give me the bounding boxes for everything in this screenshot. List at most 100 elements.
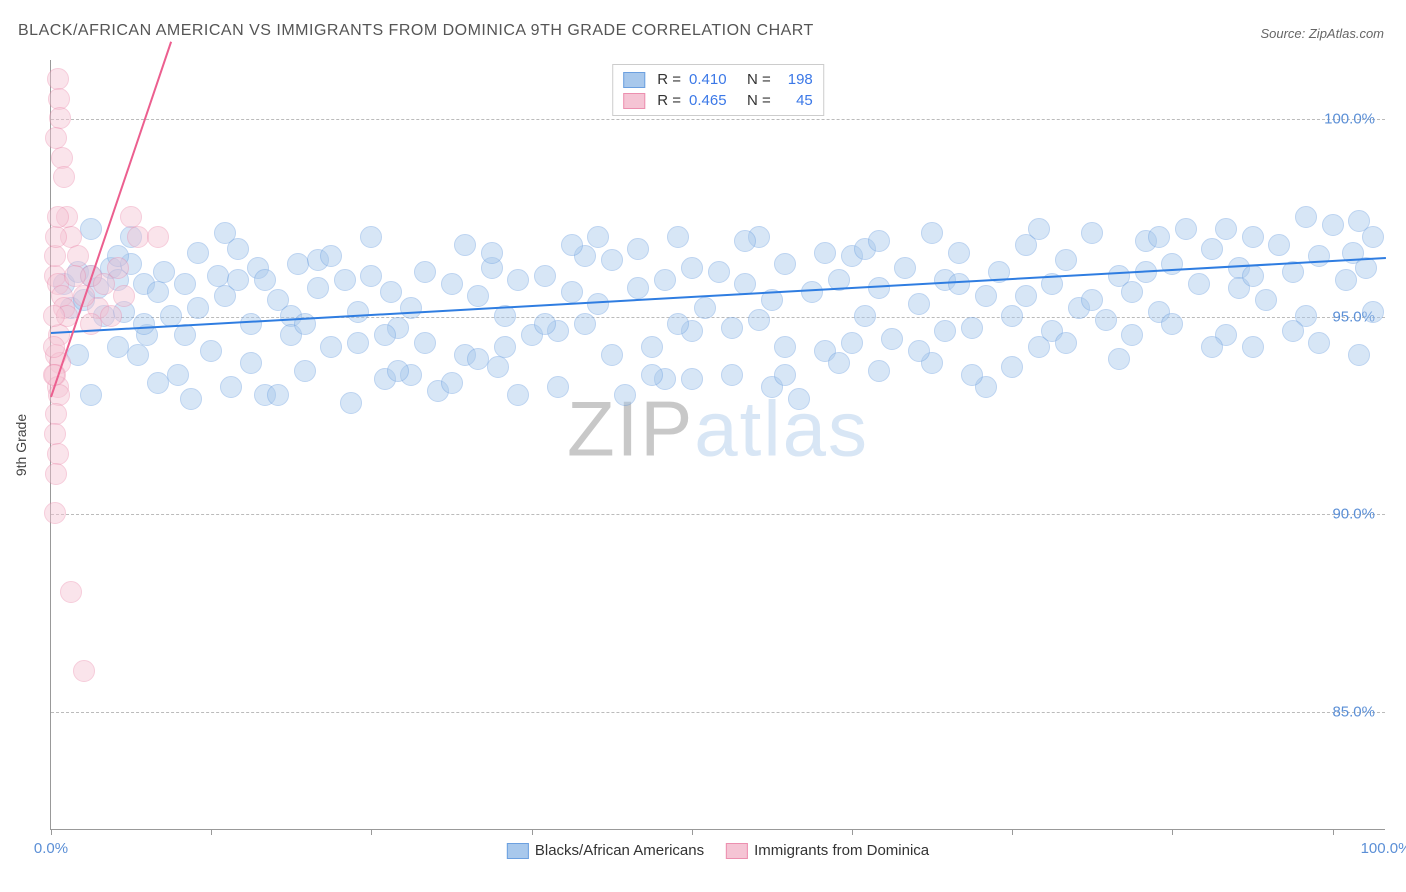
data-point (160, 305, 182, 327)
stat-n-label: N = (747, 71, 771, 88)
data-point (47, 68, 69, 90)
plot-area: 9th Grade ZIPatlas R =0.410N =198R =0.46… (50, 60, 1385, 830)
stat-r-label: R = (657, 92, 681, 109)
data-point (1348, 344, 1370, 366)
data-point (788, 388, 810, 410)
data-point (1335, 269, 1357, 291)
data-point (774, 253, 796, 275)
data-point (107, 257, 129, 279)
data-point (1081, 289, 1103, 311)
data-point (748, 309, 770, 331)
legend-swatch (623, 72, 645, 88)
data-point (44, 245, 66, 267)
data-point (174, 324, 196, 346)
data-point (894, 257, 916, 279)
data-point (387, 360, 409, 382)
data-point (174, 273, 196, 295)
data-point (80, 218, 102, 240)
data-point (147, 281, 169, 303)
data-point (187, 297, 209, 319)
data-point (120, 206, 142, 228)
data-point (908, 340, 930, 362)
data-point (64, 265, 86, 287)
data-point (667, 313, 689, 335)
data-point (1148, 226, 1170, 248)
data-point (127, 226, 149, 248)
x-tick (1012, 829, 1013, 835)
legend-item: Immigrants from Dominica (726, 842, 929, 859)
x-tick (852, 829, 853, 835)
data-point (454, 234, 476, 256)
data-point (627, 238, 649, 260)
data-point (614, 384, 636, 406)
data-point (187, 242, 209, 264)
data-point (601, 249, 623, 271)
data-point (80, 384, 102, 406)
data-point (227, 269, 249, 291)
data-point (307, 277, 329, 299)
data-point (547, 376, 569, 398)
data-point (380, 281, 402, 303)
data-point (1242, 265, 1264, 287)
data-point (561, 281, 583, 303)
data-point (1161, 253, 1183, 275)
data-point (294, 360, 316, 382)
watermark-atlas: atlas (694, 385, 869, 473)
data-point (1028, 218, 1050, 240)
y-tick-label: 90.0% (1332, 506, 1375, 523)
y-tick-label: 100.0% (1324, 111, 1375, 128)
data-point (254, 269, 276, 291)
data-point (100, 305, 122, 327)
data-point (1355, 257, 1377, 279)
data-point (441, 273, 463, 295)
data-point (45, 403, 67, 425)
x-tick (211, 829, 212, 835)
data-point (240, 313, 262, 335)
data-point (1081, 222, 1103, 244)
gridline (51, 119, 1385, 120)
data-point (1121, 281, 1143, 303)
data-point (1255, 289, 1277, 311)
data-point (507, 269, 529, 291)
x-tick (371, 829, 372, 835)
data-point (908, 293, 930, 315)
data-point (127, 344, 149, 366)
data-point (868, 277, 890, 299)
data-point (1161, 313, 1183, 335)
legend-swatch (623, 93, 645, 109)
data-point (294, 313, 316, 335)
data-point (814, 242, 836, 264)
data-point (1108, 348, 1130, 370)
stat-n-label: N = (747, 92, 771, 109)
gridline (51, 712, 1385, 713)
x-tick (532, 829, 533, 835)
data-point (133, 313, 155, 335)
chart-title: BLACK/AFRICAN AMERICAN VS IMMIGRANTS FRO… (18, 22, 814, 40)
data-point (320, 336, 342, 358)
data-point (1308, 245, 1330, 267)
data-point (60, 581, 82, 603)
data-point (641, 364, 663, 386)
data-point (334, 269, 356, 291)
stat-r-value: 0.410 (689, 71, 735, 88)
x-tick (692, 829, 693, 835)
data-point (1268, 234, 1290, 256)
data-point (347, 301, 369, 323)
data-point (53, 166, 75, 188)
data-point (360, 265, 382, 287)
stat-r-value: 0.465 (689, 92, 735, 109)
data-point (45, 226, 67, 248)
data-point (347, 332, 369, 354)
data-point (1348, 210, 1370, 232)
data-point (147, 226, 169, 248)
data-point (45, 463, 67, 485)
data-point (654, 269, 676, 291)
data-point (320, 245, 342, 267)
data-point (267, 384, 289, 406)
data-point (1242, 336, 1264, 358)
data-point (287, 253, 309, 275)
data-point (587, 293, 609, 315)
data-point (681, 257, 703, 279)
data-point (214, 222, 236, 244)
data-point (47, 443, 69, 465)
